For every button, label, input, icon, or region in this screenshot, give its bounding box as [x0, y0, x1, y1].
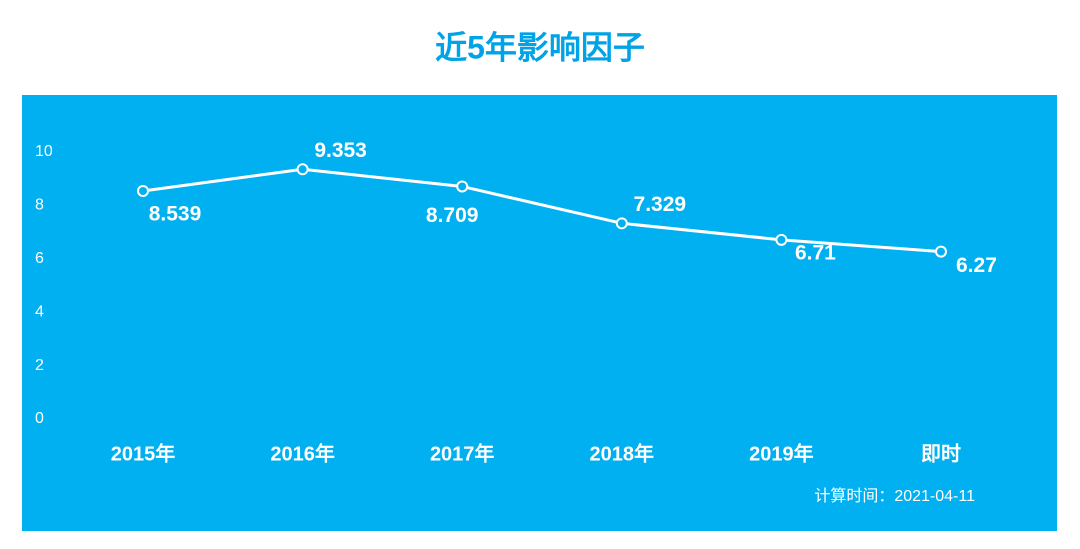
data-label: 8.709 [426, 204, 479, 227]
data-label: 7.329 [634, 193, 687, 216]
data-point [137, 185, 149, 198]
x-tick-label: 2016年 [270, 441, 335, 465]
y-tick-label: 8 [35, 197, 44, 214]
x-tick-label: 2017年 [430, 441, 495, 465]
data-label: 9.353 [314, 139, 367, 162]
data-point [935, 245, 947, 258]
data-point [296, 163, 309, 176]
x-tick-label: 即时 [921, 442, 961, 465]
chart-title: 近5年影响因子 [435, 29, 645, 65]
y-tick-label: 6 [35, 250, 44, 267]
x-tick-label: 2019年 [749, 441, 814, 465]
y-tick-label: 0 [35, 410, 44, 427]
y-tick-label: 10 [35, 143, 53, 160]
x-tick-label: 2018年 [590, 441, 655, 465]
y-tick-label: 2 [35, 357, 44, 374]
data-point [775, 233, 788, 246]
data-point [456, 180, 469, 193]
data-point [615, 217, 628, 230]
x-tick-label: 2015年 [111, 441, 176, 465]
line-series [142, 167, 942, 254]
data-label: 8.539 [149, 203, 202, 226]
chart-panel [22, 95, 1057, 531]
calc-date-note: 计算时间：2021-04-11 [814, 486, 975, 505]
data-label: 6.27 [956, 254, 997, 277]
y-tick-label: 4 [35, 303, 44, 320]
data-label: 6.71 [795, 241, 836, 264]
